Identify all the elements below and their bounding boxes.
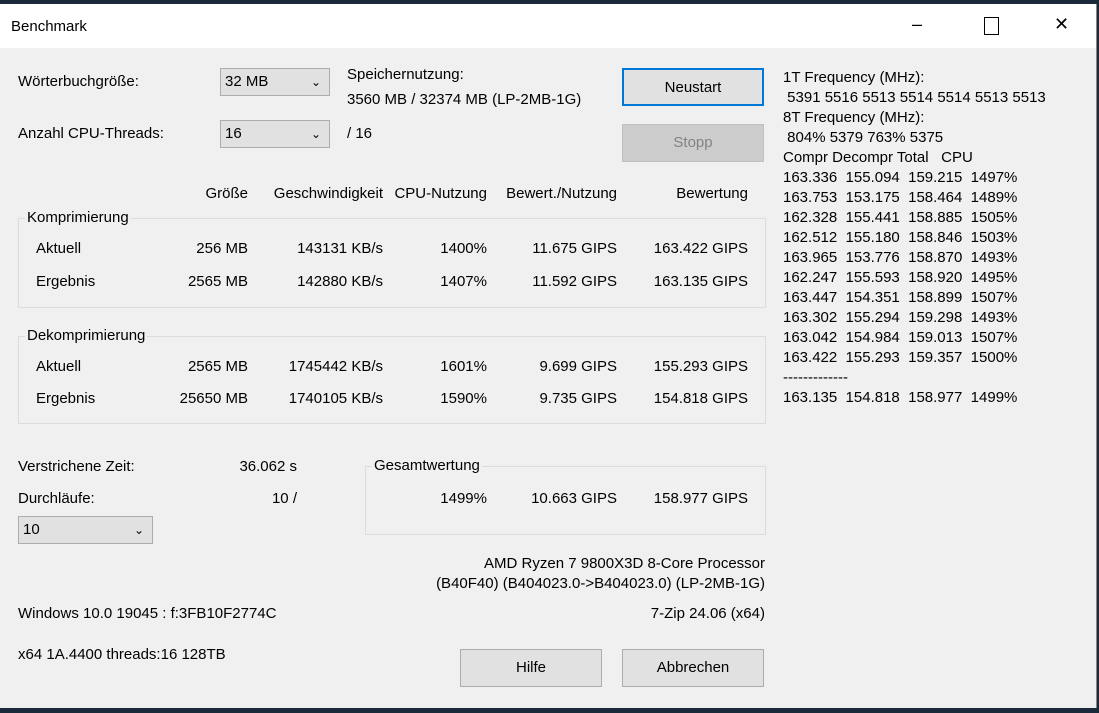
compression-cell: 11.675 GIPS	[532, 240, 617, 257]
dict-size-label: Wörterbuchgröße:	[18, 73, 139, 90]
version-info: 7-Zip 24.06 (x64)	[650, 605, 765, 622]
total-rating: 158.977 GIPS	[653, 490, 748, 507]
close-icon[interactable]: ✕	[1054, 14, 1070, 34]
passes-select-value: 10	[23, 521, 40, 538]
chevron-down-icon: ⌄	[310, 75, 321, 89]
title-bar: Benchmark – ✕	[0, 4, 1096, 48]
col-size: Größe	[205, 185, 248, 202]
os-info: Windows 10.0 19045 : f:3FB10F2774C	[18, 605, 277, 622]
help-button[interactable]: Hilfe	[460, 649, 602, 687]
stop-button[interactable]: Stopp	[622, 124, 764, 162]
decompression-row-label: Ergebnis	[36, 390, 96, 407]
compression-cell: 1400%	[440, 240, 487, 257]
threads-value: 16	[225, 125, 242, 142]
log-line: 163.965 153.776 158.870 1493%	[783, 249, 1018, 266]
maximize-icon[interactable]	[984, 17, 999, 35]
log-line: 8T Frequency (MHz):	[783, 109, 925, 126]
compression-cell: 256 MB	[196, 240, 248, 257]
decompression-cell: 155.293 GIPS	[653, 358, 748, 375]
log-line: 163.336 155.094 159.215 1497%	[783, 169, 1018, 186]
memory-label: Speichernutzung:	[347, 66, 464, 83]
total-cpu: 1499%	[440, 490, 487, 507]
log-line: 1T Frequency (MHz):	[783, 69, 925, 86]
dict-size-select[interactable]: 32 MB ⌄	[220, 68, 330, 96]
compression-row-label: Ergebnis	[36, 273, 96, 290]
col-cpu: CPU-Nutzung	[394, 185, 487, 202]
log-line: 162.328 155.441 158.885 1505%	[783, 209, 1018, 226]
decompression-cell: 2565 MB	[187, 358, 248, 375]
restart-button[interactable]: Neustart	[622, 68, 764, 106]
log-line: 163.042 154.984 159.013 1507%	[783, 329, 1018, 346]
threads-label: Anzahl CPU-Threads:	[18, 125, 164, 142]
log-line: Compr Decompr Total CPU	[783, 149, 973, 166]
passes-label: Durchläufe:	[18, 490, 95, 507]
log-line: 804% 5379 763% 5375	[783, 129, 944, 146]
compression-cell: 143131 KB/s	[297, 240, 383, 257]
chevron-down-icon: ⌄	[310, 127, 321, 141]
decompression-cell: 1590%	[440, 390, 487, 407]
cpu-ids: (B40F40) (B404023.0->B404023.0) (LP-2MB-…	[436, 575, 765, 592]
decompression-cell: 154.818 GIPS	[653, 390, 748, 407]
compression-cell: 2565 MB	[187, 273, 248, 290]
log-line: 163.447 154.351 158.899 1507%	[783, 289, 1018, 306]
decompression-cell: 25650 MB	[179, 390, 248, 407]
compression-title: Komprimierung	[25, 209, 131, 226]
decompression-title: Dekomprimierung	[25, 327, 148, 344]
dict-size-value: 32 MB	[225, 73, 269, 90]
total-title: Gesamtwertung	[372, 457, 482, 474]
log-line: 5391 5516 5513 5514 5514 5513 5513	[783, 89, 1046, 106]
threads-max: / 16	[347, 125, 373, 142]
compression-row-label: Aktuell	[36, 240, 82, 257]
log-line: -------------	[783, 369, 848, 386]
compression-cell: 142880 KB/s	[297, 273, 383, 290]
log-line: 163.302 155.294 159.298 1493%	[783, 309, 1018, 326]
col-rating: Bewertung	[676, 185, 748, 202]
chevron-down-icon: ⌄	[133, 523, 144, 537]
arch-info: x64 1A.4400 threads:16 128TB	[18, 646, 226, 663]
decompression-cell: 9.735 GIPS	[539, 390, 617, 407]
compression-cell: 163.135 GIPS	[653, 273, 748, 290]
passes-select[interactable]: 10 ⌄	[18, 516, 153, 544]
log-line: 163.422 155.293 159.357 1500%	[783, 349, 1018, 366]
total-rating-usage: 10.663 GIPS	[531, 490, 617, 507]
elapsed-value: 36.062 s	[239, 458, 297, 475]
log-line: 163.135 154.818 158.977 1499%	[783, 389, 1018, 406]
decompression-group: Dekomprimierung	[18, 327, 766, 424]
compression-cell: 1407%	[440, 273, 487, 290]
log-line: 162.247 155.593 158.920 1495%	[783, 269, 1018, 286]
total-group: Gesamtwertung	[365, 457, 766, 535]
threads-select[interactable]: 16 ⌄	[220, 120, 330, 148]
log-line: 163.753 153.175 158.464 1489%	[783, 189, 1018, 206]
decompression-cell: 1740105 KB/s	[288, 390, 383, 407]
cpu-name: AMD Ryzen 7 9800X3D 8-Core Processor	[484, 555, 765, 572]
decompression-cell: 1601%	[440, 358, 487, 375]
cancel-button[interactable]: Abbrechen	[622, 649, 764, 687]
col-speed: Geschwindigkeit	[273, 185, 383, 202]
window-title: Benchmark	[11, 18, 87, 35]
compression-group: Komprimierung	[18, 209, 766, 308]
elapsed-label: Verstrichene Zeit:	[18, 458, 135, 475]
passes-value: 10 /	[271, 490, 297, 507]
decompression-cell: 9.699 GIPS	[539, 358, 617, 375]
compression-cell: 11.592 GIPS	[532, 273, 617, 290]
log-line: 162.512 155.180 158.846 1503%	[783, 229, 1018, 246]
decompression-cell: 1745442 KB/s	[288, 358, 383, 375]
col-rating-usage: Bewert./Nutzung	[506, 185, 617, 202]
minimize-icon[interactable]: –	[912, 14, 923, 34]
decompression-row-label: Aktuell	[36, 358, 82, 375]
benchmark-window: Benchmark – ✕ Wörterbuchgröße: 32 MB ⌄ An…	[0, 4, 1097, 708]
memory-value: 3560 MB / 32374 MB (LP-2MB-1G)	[347, 91, 582, 108]
compression-cell: 163.422 GIPS	[653, 240, 748, 257]
